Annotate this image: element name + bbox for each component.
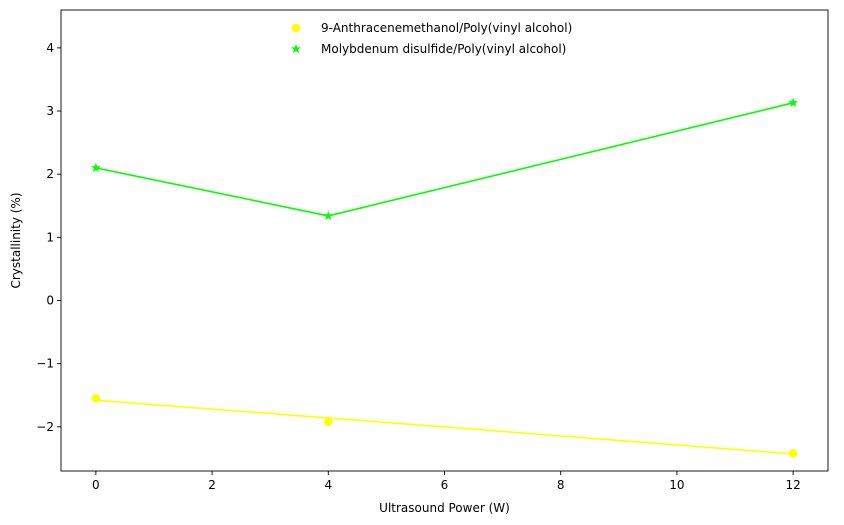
legend-label-2: Molybdenum disulfide/Poly(vinyl alcohol) (321, 42, 566, 56)
x-tick-label: 2 (208, 478, 216, 492)
x-axis-label: Ultrasound Power (W) (379, 501, 510, 515)
y-axis-label: Crystallinity (%) (9, 192, 23, 288)
y-tick-label: −2 (36, 420, 54, 434)
plot-area (90, 97, 799, 458)
x-tick-label: 12 (785, 478, 800, 492)
x-tick-label: 6 (441, 478, 449, 492)
series-1-point (788, 449, 798, 458)
series-1-point (323, 417, 333, 427)
y-tick-label: 3 (46, 104, 54, 118)
series-2-point (323, 210, 334, 221)
y-tick-label: 1 (46, 230, 54, 244)
legend-label-1: 9-Anthracenemethanol/Poly(vinyl alcohol) (321, 21, 572, 35)
series-2-point (788, 97, 799, 108)
legend: 9-Anthracenemethanol/Poly(vinyl alcohol)… (291, 21, 572, 56)
series-1-line (95, 399, 794, 455)
legend-marker-2 (291, 43, 301, 54)
x-tick-label: 10 (669, 478, 684, 492)
x-tick-label: 4 (324, 478, 332, 492)
series-1-point (91, 394, 101, 403)
y-tick-label: 2 (46, 167, 54, 181)
y-tick-label: −1 (36, 357, 54, 371)
x-tick-label: 0 (92, 478, 100, 492)
y-tick-label: 0 (46, 293, 54, 307)
legend-marker-1 (291, 23, 301, 33)
plot-frame (60, 9, 829, 472)
series-2-line (95, 102, 794, 217)
x-tick-label: 8 (557, 478, 565, 492)
series-2-point (90, 162, 101, 173)
y-tick-label: 4 (46, 41, 54, 55)
